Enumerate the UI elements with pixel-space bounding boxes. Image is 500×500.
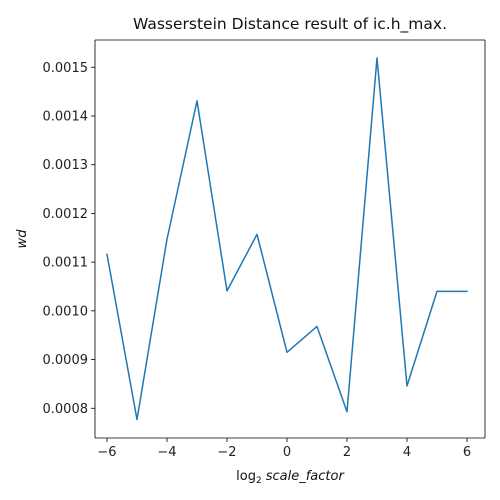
x-tick-label: 0: [283, 445, 291, 460]
x-tick-label: 2: [343, 445, 351, 460]
y-tick-label: 0.0015: [43, 61, 89, 76]
y-tick-label: 0.0008: [43, 402, 89, 417]
x-axis-label-variable: scale_factor: [266, 469, 346, 484]
x-tick-label: −4: [157, 445, 176, 460]
x-tick-label: −2: [217, 445, 236, 460]
y-tick-label: 0.0012: [43, 207, 89, 222]
y-tick-label: 0.0014: [43, 109, 89, 124]
x-tick-label: 4: [403, 445, 411, 460]
x-axis-label-base: 2: [256, 476, 262, 486]
x-axis-label: log2 scale_factor: [236, 469, 345, 486]
chart-title: Wasserstein Distance result of ic.h_max.: [133, 15, 447, 34]
y-tick-label: 0.0011: [43, 256, 89, 271]
plot-area: −6 −4 −2 0 2 4 6 0.0008 0.0009 0.0010 0.0011 0.0012…: [43, 39, 486, 460]
x-tick-label: 6: [463, 445, 471, 460]
y-axis-label: wd: [15, 229, 30, 249]
y-tick-label: 0.0010: [43, 304, 89, 319]
y-tick-label: 0.0009: [43, 353, 89, 368]
y-tick-label: 0.0013: [43, 158, 89, 173]
series-line-0: [106, 57, 468, 421]
x-axis-label-log: log: [236, 469, 256, 484]
x-tick-label: −6: [97, 445, 116, 460]
